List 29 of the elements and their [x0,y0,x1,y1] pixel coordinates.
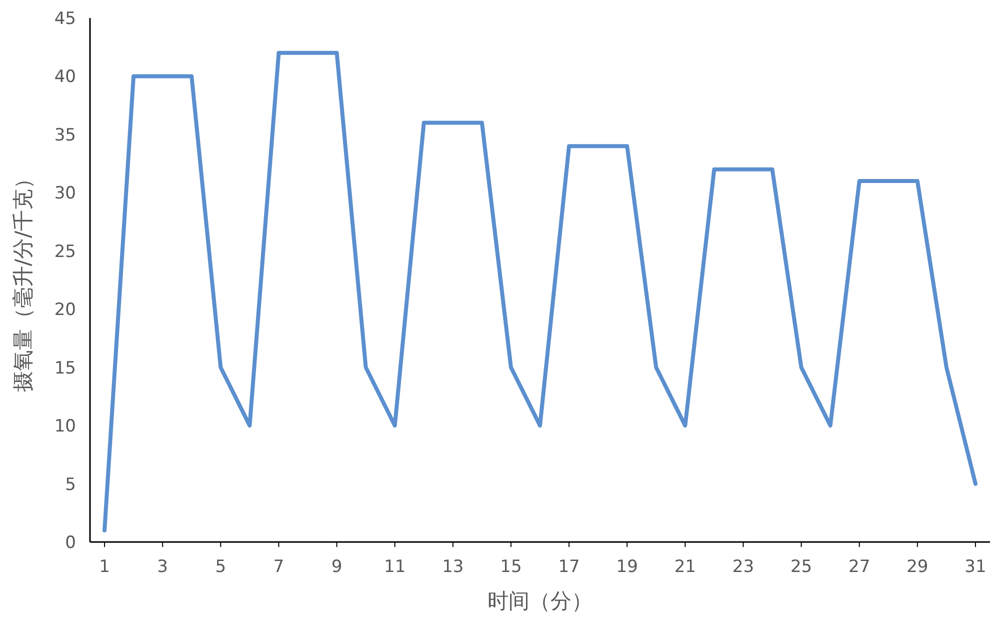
y-tick-label: 15 [54,358,76,378]
x-tick-label: 17 [558,557,580,577]
y-tick-label: 45 [54,9,76,29]
y-tick-label: 10 [54,416,76,437]
x-tick-label: 11 [384,557,406,577]
x-tick-label: 23 [732,557,754,577]
x-tick-label: 13 [442,557,464,577]
x-tick-label: 15 [500,557,522,577]
x-tick-label: 27 [848,557,870,577]
line-series [102,50,978,532]
x-tick-label: 31 [964,557,986,577]
y-tick-label: 20 [54,300,76,320]
x-tick-label: 9 [331,557,342,577]
y-axis-title: 摄氧量（毫升/分/千克） [11,168,35,392]
y-tick-label: 5 [65,474,76,495]
x-tick-label: 7 [273,557,284,577]
x-tick-label: 29 [906,557,928,577]
y-tick-label: 35 [54,125,76,146]
x-tick-label: 19 [616,557,638,577]
x-axis-title: 时间（分） [488,589,592,613]
x-tick-label: 25 [790,557,812,577]
x-tick-label: 3 [157,557,168,577]
y-tick-label: 25 [54,242,76,262]
y-tick-label: 0 [65,533,76,553]
x-tick-label: 5 [215,557,226,577]
x-tick-label: 1 [99,557,110,577]
y-tick-label: 30 [54,184,76,204]
y-tick-label: 40 [54,67,76,88]
x-tick-label: 21 [674,557,696,577]
